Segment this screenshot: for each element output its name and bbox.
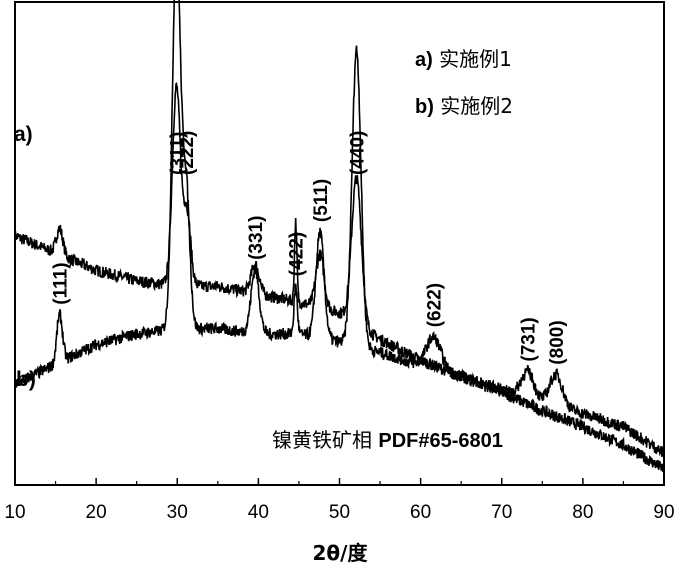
phase-label: 镍黄铁矿相 PDF#65-6801: [272, 428, 503, 452]
peak-label: (331): [246, 216, 267, 260]
series-label-a: a): [14, 123, 33, 146]
legend-entry-a: a) 实施例1: [415, 47, 512, 71]
x-tick-label: 40: [248, 502, 269, 523]
peak-label: (111): [51, 262, 72, 304]
peak-label: (440): [348, 131, 369, 175]
series-layer: [15, 0, 664, 472]
series-label-b: b): [16, 368, 36, 391]
peak-label: (731): [519, 317, 540, 361]
series-line-b: [15, 0, 664, 458]
legend-text-a: 实施例1: [439, 47, 512, 71]
plot-frame: [15, 2, 664, 485]
x-tick-label: 50: [329, 502, 350, 523]
phase-name: 镍黄铁矿相: [272, 428, 372, 452]
phase-pdf: PDF#65-6801: [378, 430, 503, 452]
peak-label: (511): [311, 179, 332, 222]
x-tick-label: 90: [653, 502, 674, 523]
x-tick-label: 20: [86, 502, 107, 523]
x-tick-label: 10: [4, 502, 25, 523]
legend-entry-b: b) 实施例2: [415, 94, 513, 118]
peak-label: (222): [177, 131, 198, 175]
peak-label: (422): [287, 232, 308, 276]
legend: a) 实施例1 b) 实施例2: [415, 47, 513, 118]
x-tick-label: 80: [572, 502, 593, 523]
x-tick-label: 60: [410, 502, 431, 523]
peak-label: (622): [425, 283, 446, 327]
peak-label: (800): [547, 320, 568, 364]
x-tick-label: 70: [491, 502, 512, 523]
legend-key-b: b): [415, 96, 434, 118]
series-line-a: [15, 84, 664, 472]
x-axis-title: 2θ/度: [313, 541, 369, 565]
legend-key-a: a): [415, 49, 433, 71]
legend-text-b: 实施例2: [440, 94, 513, 118]
x-tick-label: 30: [167, 502, 188, 523]
